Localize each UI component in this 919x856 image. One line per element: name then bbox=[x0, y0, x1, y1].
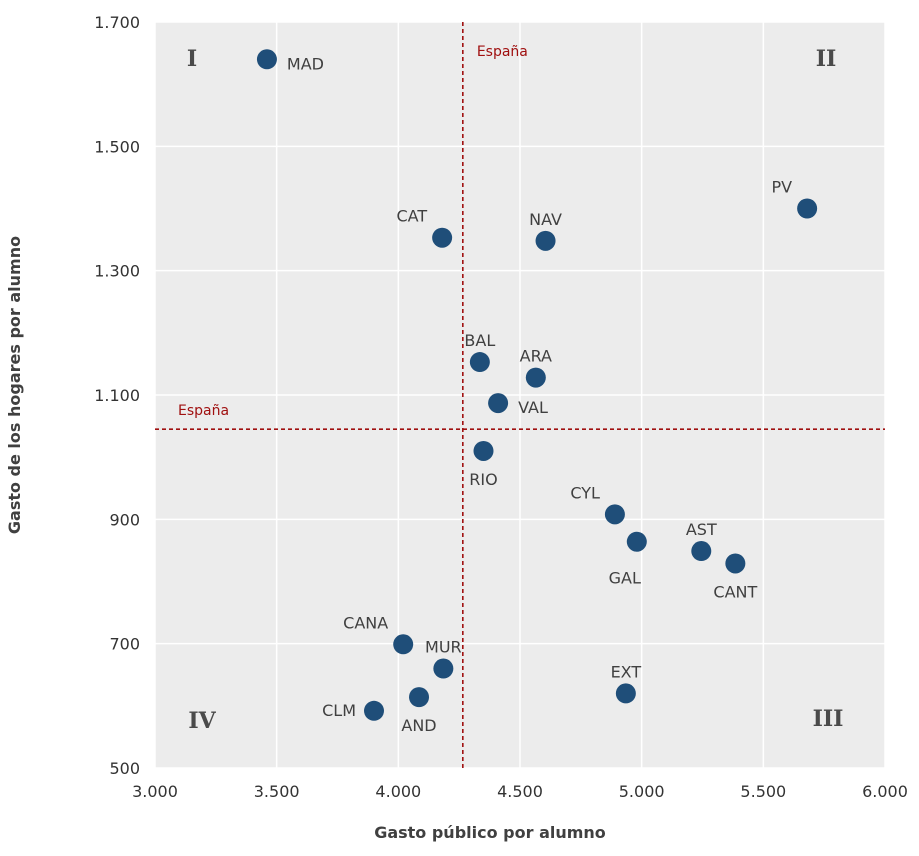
data-point-label: PV bbox=[772, 178, 793, 197]
x-tick-label: 4.000 bbox=[375, 782, 421, 801]
vertical-reference-label: España bbox=[477, 44, 528, 60]
quadrant-label: II bbox=[816, 46, 837, 72]
data-point bbox=[626, 531, 647, 552]
data-point bbox=[473, 440, 494, 461]
data-point-label: MUR bbox=[425, 638, 462, 657]
data-point-label: EXT bbox=[611, 662, 642, 681]
data-point bbox=[469, 352, 490, 373]
quadrant-label: III bbox=[813, 706, 844, 732]
data-point-label: RIO bbox=[469, 470, 497, 489]
data-point bbox=[488, 393, 509, 414]
y-tick-label: 1.500 bbox=[94, 137, 140, 156]
data-point-label: VAL bbox=[518, 398, 548, 417]
x-tick-label: 5.000 bbox=[619, 782, 665, 801]
data-point bbox=[393, 634, 414, 655]
x-axis-title: Gasto público por alumno bbox=[374, 823, 606, 842]
x-tick-label: 3.500 bbox=[254, 782, 300, 801]
data-point bbox=[615, 683, 636, 704]
y-tick-label: 1.100 bbox=[94, 386, 140, 405]
data-point bbox=[691, 541, 712, 562]
x-axis-ticks: 3.000 3.500 4.000 4.500 5.000 5.500 6.000 bbox=[132, 782, 908, 801]
y-tick-label: 500 bbox=[109, 759, 140, 778]
data-point bbox=[432, 227, 453, 248]
data-point-label: GAL bbox=[609, 569, 641, 588]
horizontal-reference-label: España bbox=[178, 403, 229, 419]
data-point-label: CYL bbox=[570, 483, 600, 502]
data-point bbox=[604, 504, 625, 525]
data-point-label: CAT bbox=[396, 207, 427, 226]
data-point bbox=[797, 198, 818, 219]
data-point-label: CANT bbox=[713, 582, 757, 601]
y-axis-title: Gasto de los hogares por alumno bbox=[5, 236, 24, 534]
data-point bbox=[525, 367, 546, 388]
data-point bbox=[725, 553, 746, 574]
data-point bbox=[256, 49, 277, 70]
data-point-label: AST bbox=[686, 520, 717, 539]
data-point-label: ARA bbox=[520, 347, 552, 366]
y-axis-ticks: 500 700 900 1.100 1.300 1.500 1.700 bbox=[94, 13, 140, 778]
y-tick-label: 1.700 bbox=[94, 13, 140, 32]
reference-lines: España España bbox=[155, 22, 885, 768]
data-point bbox=[433, 658, 454, 679]
x-tick-label: 6.000 bbox=[862, 782, 908, 801]
data-point-label: CLM bbox=[322, 701, 356, 720]
data-point-label: AND bbox=[401, 716, 436, 735]
y-tick-label: 700 bbox=[109, 635, 140, 654]
y-tick-label: 1.300 bbox=[94, 262, 140, 281]
x-tick-label: 5.500 bbox=[740, 782, 786, 801]
data-point-label: BAL bbox=[464, 331, 495, 350]
y-tick-label: 900 bbox=[109, 510, 140, 529]
quadrant-label: IV bbox=[188, 708, 216, 734]
data-point-label: MAD bbox=[287, 54, 324, 73]
data-point bbox=[409, 687, 430, 708]
data-points: MAD PV CAT NAV BAL ARA VAL RIO CYL GAL AST CANT CANA… bbox=[256, 49, 818, 735]
data-point-label: CANA bbox=[343, 613, 388, 632]
data-point bbox=[535, 230, 556, 251]
quadrant-label: I bbox=[187, 46, 197, 72]
data-point bbox=[364, 700, 384, 721]
gridlines bbox=[154, 21, 886, 769]
x-tick-label: 3.000 bbox=[132, 782, 178, 801]
data-point-label: NAV bbox=[529, 210, 562, 229]
x-tick-label: 4.500 bbox=[497, 782, 543, 801]
